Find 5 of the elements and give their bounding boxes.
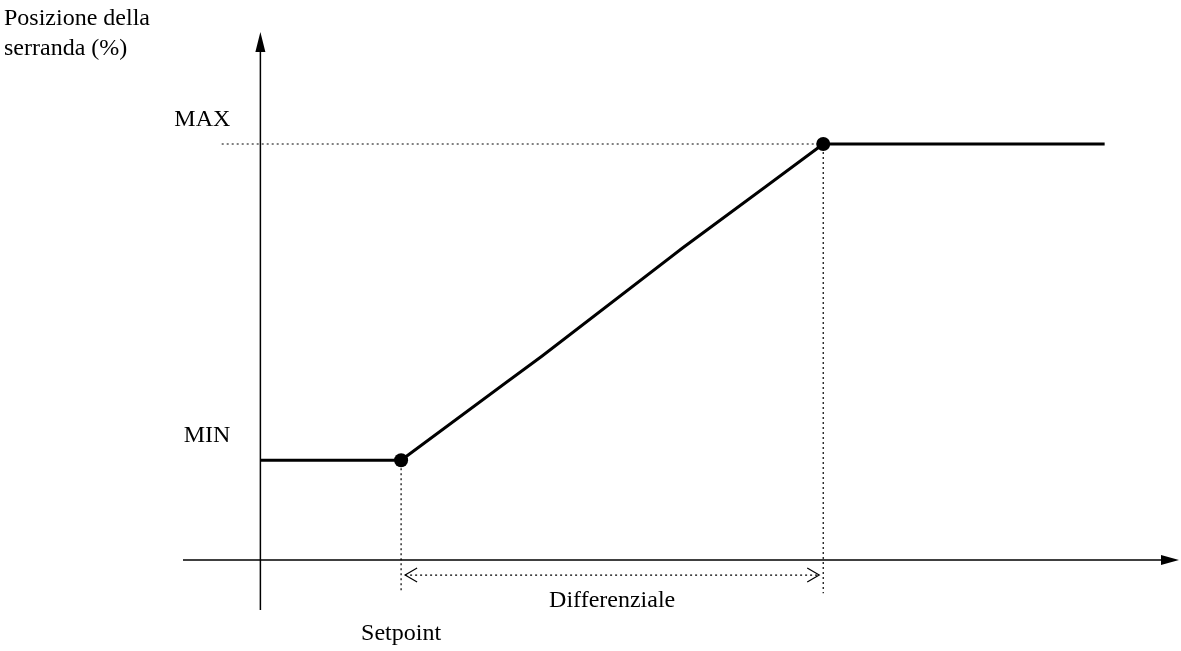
annotation: MIN (183, 421, 231, 448)
y-axis-title: Posizione della serranda (%) (4, 3, 151, 62)
text: MAX (174, 105, 231, 132)
text: Differenziale (549, 586, 676, 613)
text: Setpoint (361, 619, 442, 645)
